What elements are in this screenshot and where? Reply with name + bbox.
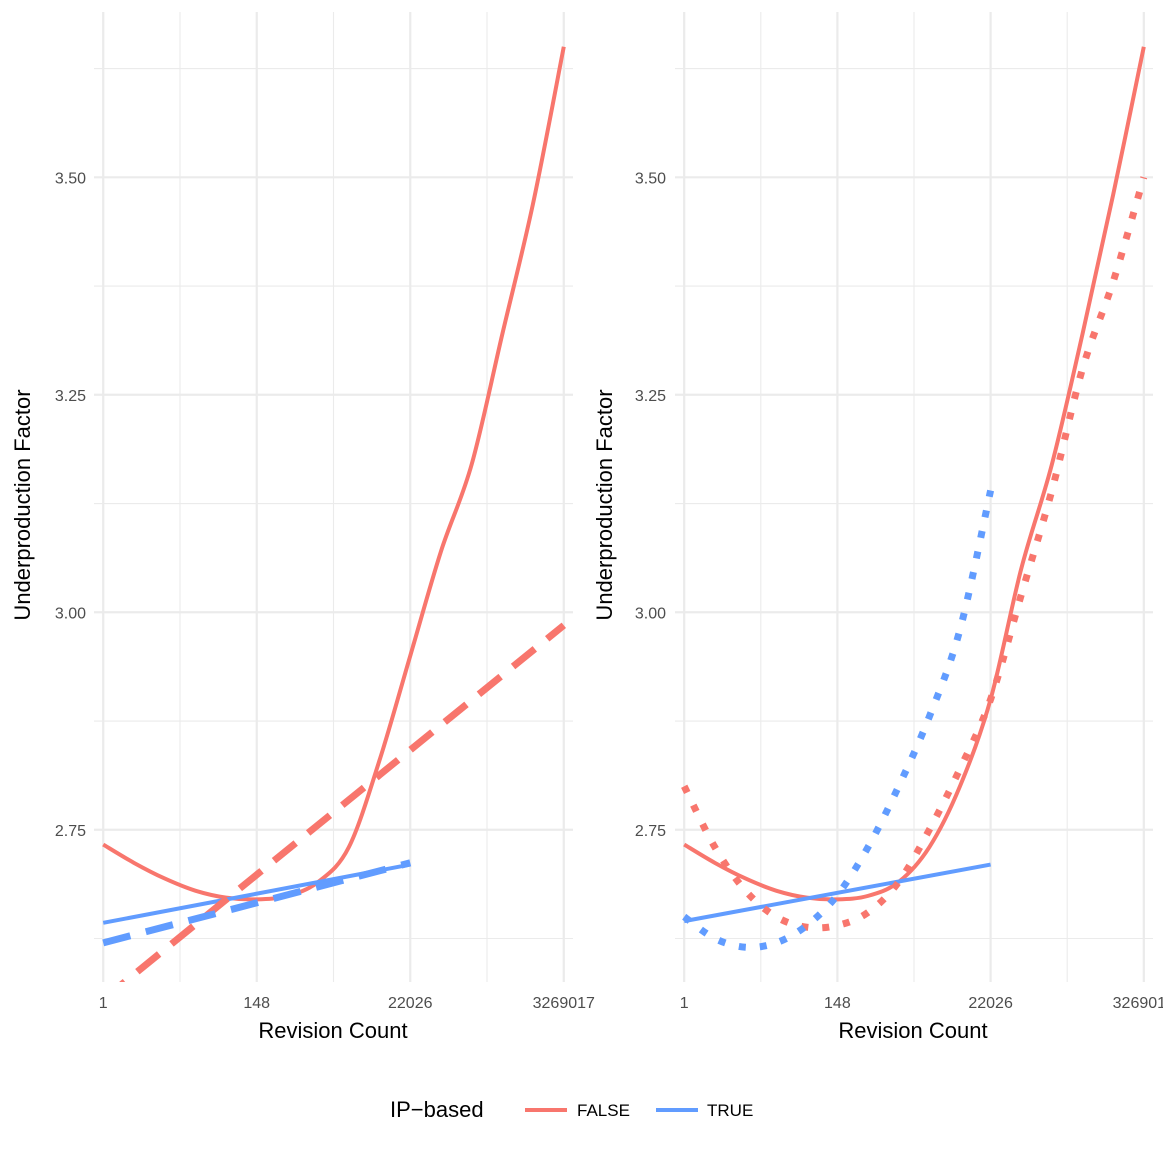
- y-tick-label: 3.00: [635, 605, 666, 622]
- y-tick-label: 3.25: [635, 388, 666, 405]
- right-panel: 1 148 22026 3269017 2.75 3.00 3.25 3.50 Revision…: [592, 12, 1163, 1043]
- series-line-false-solid: [683, 46, 1146, 902]
- legend: IP−based FALSE TRUE: [390, 1097, 753, 1122]
- y-tick-label: 2.75: [55, 823, 86, 840]
- x-tick-label: 148: [243, 995, 270, 1012]
- x-axis-title: Revision Count: [838, 1018, 987, 1043]
- y-tick-label: 2.75: [635, 823, 666, 840]
- y-axis-title: Underproduction Factor: [592, 389, 617, 620]
- legend-label-false: FALSE: [577, 1101, 630, 1120]
- series-line-true-solid: [683, 862, 991, 924]
- legend-label-true: TRUE: [707, 1101, 753, 1120]
- y-tick-label: 3.50: [55, 170, 86, 187]
- x-tick-label: 22026: [388, 995, 433, 1012]
- y-tick-label: 3.50: [635, 170, 666, 187]
- x-axis-title: Revision Count: [258, 1018, 407, 1043]
- x-tick-label: 22026: [968, 995, 1013, 1012]
- x-tick-label: 3269017: [533, 995, 595, 1012]
- series-line-false-dashed: [119, 622, 566, 982]
- legend-title: IP−based: [390, 1097, 484, 1122]
- series-line-true-dotted: [682, 489, 995, 951]
- left-panel: 1 148 22026 3269017 2.75 3.00 3.25 3.50 Revision…: [10, 12, 595, 1043]
- x-tick-label: 1: [99, 995, 108, 1012]
- series-line-false-solid: [102, 46, 566, 902]
- y-axis-title: Underproduction Factor: [10, 389, 35, 620]
- series-line-false-dotted: [681, 176, 1148, 932]
- x-tick-label: 1: [680, 995, 689, 1012]
- y-tick-label: 3.25: [55, 388, 86, 405]
- x-tick-label: 148: [824, 995, 851, 1012]
- y-tick-label: 3.00: [55, 605, 86, 622]
- series-line-true-dashed: [102, 859, 412, 947]
- x-tick-label: 3269017: [1113, 995, 1163, 1012]
